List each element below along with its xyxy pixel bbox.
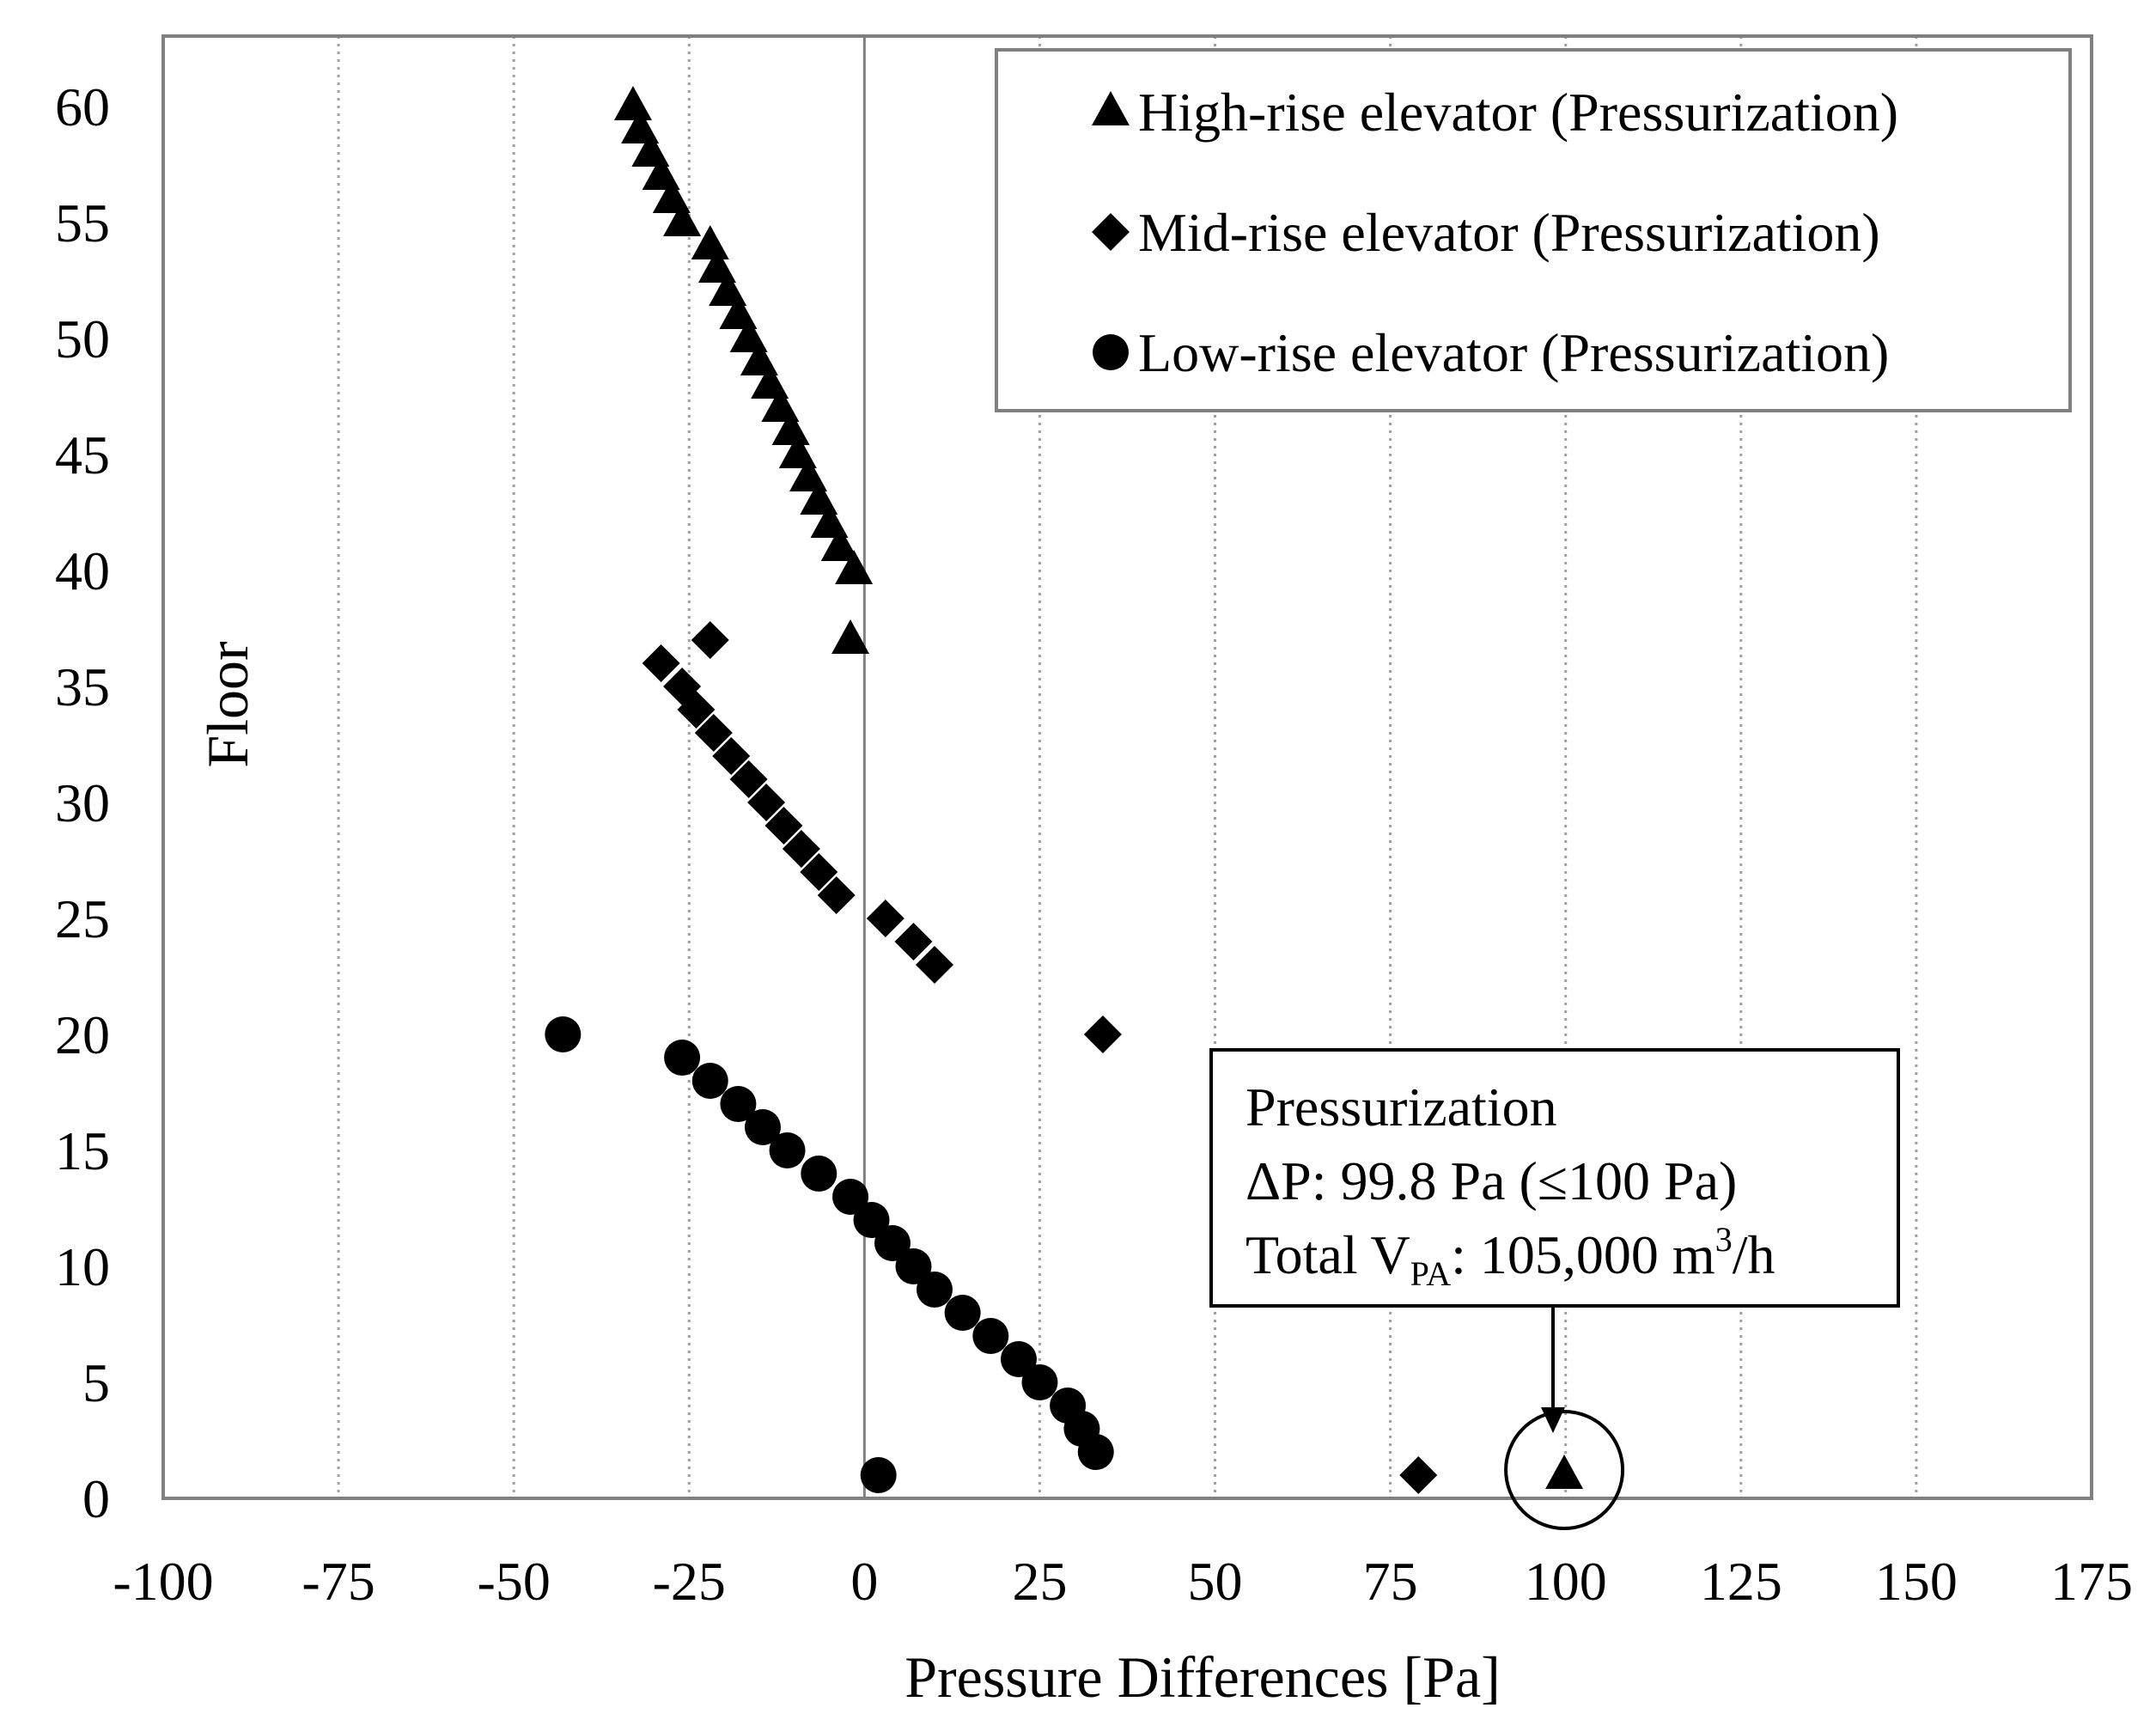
circle-point <box>769 1132 806 1168</box>
triangle-point <box>835 550 874 584</box>
plot-frame <box>161 34 2093 1500</box>
diamond-point <box>747 784 786 821</box>
data-points <box>545 86 1584 1494</box>
circle-point <box>972 1318 1009 1354</box>
x-tick-label: -50 <box>478 1551 551 1612</box>
circle-point <box>832 1179 869 1215</box>
annotation-line3: Total VPA: 105,000 m3/h <box>1245 1220 1775 1293</box>
y-tick-label: 10 <box>55 1236 110 1297</box>
legend-box <box>995 48 2072 412</box>
x-tick-label: 25 <box>1012 1551 1067 1612</box>
diamond-point <box>764 807 803 845</box>
annotation-line3-sup: 3 <box>1715 1220 1733 1259</box>
y-tick-label: 15 <box>55 1120 110 1181</box>
circle-point <box>1021 1364 1058 1400</box>
diamond-point <box>1399 1456 1438 1494</box>
y-axis-title: Floor <box>195 641 260 768</box>
annotation-line3-mid: : 105,000 m <box>1451 1224 1715 1285</box>
x-tick-label: 75 <box>1363 1551 1418 1612</box>
triangle-point <box>663 202 702 236</box>
y-tick-labels: 0 5 10 15 20 25 30 35 40 45 50 55 60 <box>55 76 110 1529</box>
y-tick-label: 50 <box>55 308 110 369</box>
annotation-line3-prefix: Total V <box>1245 1224 1410 1285</box>
annotation: Pressurization ΔP: 99.8 Pa (≤100 Pa) Tot… <box>1209 1048 1900 1530</box>
y-tick-label: 5 <box>82 1352 110 1413</box>
triangle-series <box>613 86 1584 1489</box>
y-tick-label: 0 <box>82 1468 110 1529</box>
circle-point <box>860 1457 897 1493</box>
legend-label: Mid-rise elevator (Pressurization) <box>1138 202 1880 263</box>
y-tick-label: 25 <box>55 888 110 949</box>
triangle-point <box>1545 1455 1584 1489</box>
circle-point <box>545 1016 582 1052</box>
x-tick-label: -75 <box>301 1551 375 1612</box>
triangle-point <box>691 225 729 259</box>
diamond-point <box>782 830 820 868</box>
circle-series <box>545 1016 1114 1493</box>
x-axis-title: Pressure Differences [Pa] <box>904 1644 1501 1710</box>
diamond-point <box>916 946 953 984</box>
diamond-point <box>712 737 751 775</box>
annotation-line3-suffix: /h <box>1733 1224 1775 1285</box>
circle-point <box>917 1272 953 1308</box>
diamond-point <box>894 923 933 961</box>
circle-point <box>874 1225 911 1261</box>
circle-point <box>853 1202 890 1238</box>
x-tick-label: -100 <box>113 1551 213 1612</box>
annotation-line3-sub: PA <box>1410 1254 1452 1293</box>
x-tick-label: 125 <box>1700 1551 1782 1612</box>
x-tick-label: 0 <box>850 1551 878 1612</box>
diamond-point <box>691 621 729 659</box>
circle-point <box>944 1295 981 1331</box>
y-tick-label: 30 <box>55 772 110 833</box>
legend-label: Low-rise elevator (Pressurization) <box>1138 322 1889 383</box>
legend-diamond-marker <box>1092 213 1130 251</box>
x-tick-label: 175 <box>2050 1551 2133 1612</box>
legend-label: High-rise elevator (Pressurization) <box>1138 82 1898 143</box>
triangle-point <box>820 527 859 561</box>
x-tick-label: 100 <box>1525 1551 1607 1612</box>
x-tick-label: -25 <box>653 1551 726 1612</box>
y-tick-label: 20 <box>55 1004 110 1065</box>
triangle-point <box>771 411 810 445</box>
highlight-circle <box>1504 1410 1625 1530</box>
legend-circle-marker <box>1093 334 1129 370</box>
diamond-point <box>800 853 838 891</box>
diamond-point <box>694 714 733 752</box>
circle-point <box>720 1086 757 1122</box>
legend-triangle-marker <box>1092 91 1130 125</box>
annotation-line2: ΔP: 99.8 Pa (≤100 Pa) <box>1245 1150 1737 1211</box>
triangle-point <box>831 619 870 654</box>
y-tick-label: 35 <box>55 656 110 717</box>
y-tick-label: 60 <box>55 76 110 137</box>
diamond-point <box>729 760 768 798</box>
y-tick-label: 55 <box>55 192 110 253</box>
annotation-box <box>1209 1048 1900 1308</box>
circle-point <box>744 1109 781 1145</box>
x-tick-label: 50 <box>1188 1551 1243 1612</box>
diamond-point <box>1083 1016 1122 1053</box>
diamond-point <box>677 691 716 729</box>
diamond-point <box>642 644 680 682</box>
grid-lines <box>337 36 1918 1498</box>
circle-point <box>801 1156 837 1192</box>
circle-point <box>691 1063 728 1099</box>
diamond-point <box>817 876 856 914</box>
circle-point <box>895 1248 932 1284</box>
y-tick-label: 40 <box>55 540 110 601</box>
diamond-point <box>866 900 904 937</box>
diamond-series <box>642 621 1438 1494</box>
circle-point <box>1000 1341 1037 1377</box>
triangle-point <box>613 86 652 120</box>
x-tick-label: 150 <box>1875 1551 1958 1612</box>
y-tick-label: 45 <box>55 424 110 485</box>
annotation-line1: Pressurization <box>1245 1077 1557 1138</box>
legend: High-rise elevator (Pressurization) Mid-r… <box>995 48 2072 412</box>
circle-point <box>664 1040 701 1076</box>
circle-point <box>1077 1434 1114 1470</box>
x-tick-labels: -100 -75 -50 -25 0 25 50 75 100 125 150 175 <box>113 1551 2133 1612</box>
